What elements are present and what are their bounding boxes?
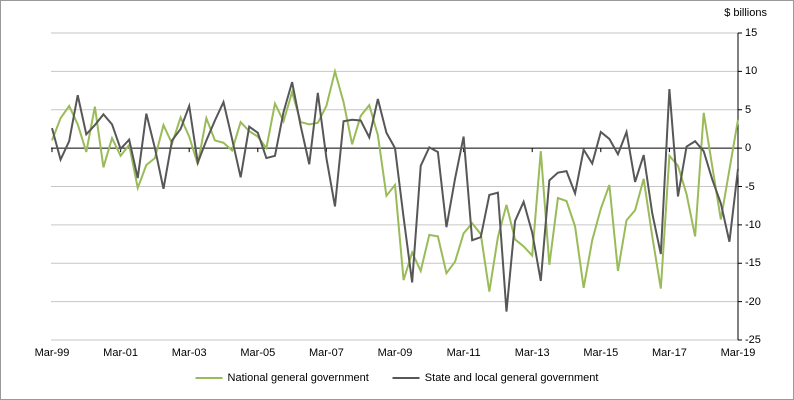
legend-label-state-local: State and local general government (424, 372, 599, 384)
y-tick-label: 5 (745, 103, 752, 116)
y-tick-label: -20 (745, 295, 761, 308)
x-tick-label: Mar-15 (583, 347, 619, 359)
y-tick-label: 0 (745, 142, 752, 155)
state-local-series-line-icon (392, 377, 420, 379)
y-axis-unit-label: $ billions (724, 7, 767, 19)
x-tick-label: Mar-07 (308, 347, 344, 359)
x-tick-label: Mar-05 (240, 347, 276, 359)
x-tick-label: Mar-13 (514, 347, 550, 359)
x-tick-label: Mar-17 (651, 347, 687, 359)
y-tick-label: -25 (745, 334, 761, 346)
y-tick-label: -15 (745, 257, 761, 270)
x-tick-label: Mar-03 (171, 347, 207, 359)
chart-legend: National general government State and lo… (195, 372, 599, 384)
x-tick-label: Mar-99 (34, 347, 70, 359)
legend-item-national: National general government (195, 372, 369, 384)
national-series-line-icon (195, 377, 223, 379)
y-tick-label: 10 (745, 65, 758, 78)
x-tick-label: Mar-11 (446, 347, 481, 359)
y-tick-label: -10 (745, 218, 761, 231)
y-tick-label: -5 (745, 180, 755, 193)
series-line-0 (51, 67, 739, 292)
series-line-1 (51, 81, 739, 312)
x-tick-label: Mar-09 (377, 347, 413, 359)
legend-label-national: National general government (227, 372, 369, 384)
legend-item-state-local: State and local general government (392, 372, 599, 384)
y-tick-label: 15 (745, 27, 758, 39)
x-tick-label: Mar-19 (720, 347, 756, 359)
x-tick-label: Mar-01 (103, 347, 139, 359)
